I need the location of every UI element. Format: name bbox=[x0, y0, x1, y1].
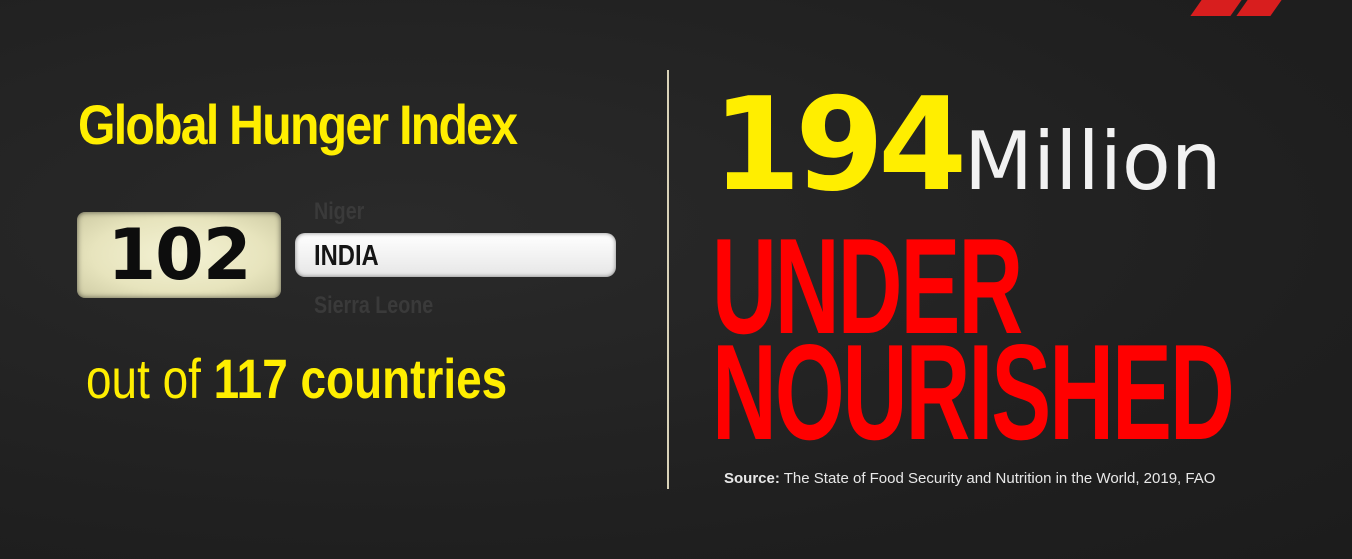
country-name: INDIA bbox=[314, 240, 379, 272]
country-below: Sierra Leone bbox=[314, 292, 434, 319]
brand-corner-mark bbox=[1236, 0, 1282, 16]
rank-badge: 102 bbox=[77, 212, 281, 298]
brand-corner-mark bbox=[1190, 0, 1242, 16]
headline-line-1: UNDER bbox=[712, 210, 1023, 362]
headline-unit: Million bbox=[964, 115, 1222, 208]
divider-line bbox=[667, 70, 669, 489]
out-of-prefix: out of bbox=[86, 347, 201, 410]
source-label: Source: bbox=[724, 470, 780, 487]
source-text: The State of Food Security and Nutrition… bbox=[783, 470, 1216, 487]
out-of-text: out of 117 countries bbox=[86, 346, 507, 411]
index-title: Global Hunger Index bbox=[78, 93, 518, 156]
out-of-count: 117 countries bbox=[213, 347, 508, 410]
headline-line-2: NOURISHED bbox=[712, 316, 1235, 468]
headline-figure: 194 bbox=[712, 71, 967, 220]
source-citation: Source: The State of Food Security and N… bbox=[724, 470, 1215, 487]
rank-value: 102 bbox=[107, 214, 251, 296]
country-highlight: INDIA bbox=[295, 233, 616, 277]
country-above: Niger bbox=[314, 198, 365, 225]
